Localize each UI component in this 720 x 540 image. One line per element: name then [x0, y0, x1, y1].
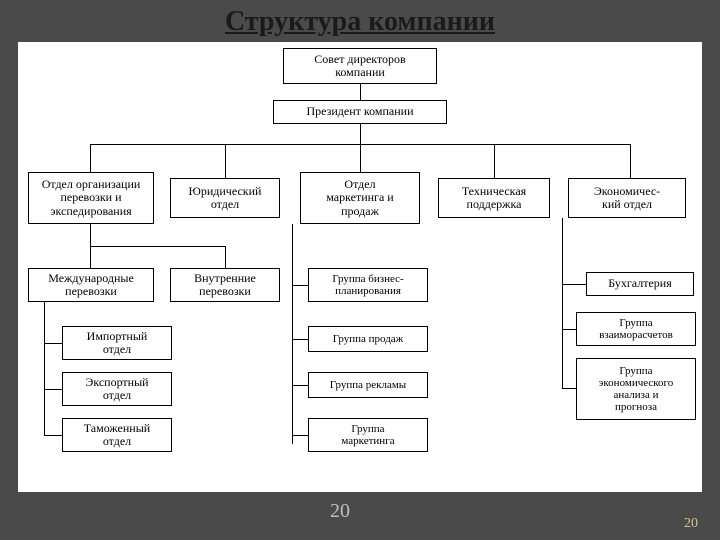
org-connector — [90, 246, 225, 247]
slide: Структура компании Совет директоровкомпа… — [0, 0, 720, 540]
org-node-label: Совет директоровкомпании — [314, 53, 405, 79]
org-node-label: Группамаркетинга — [341, 423, 394, 447]
org-connector — [90, 144, 91, 172]
org-connector — [292, 435, 308, 436]
org-connector — [292, 385, 308, 386]
org-connector — [562, 329, 576, 330]
org-node-label: Экономичес-кий отдел — [594, 185, 660, 211]
org-connector — [292, 224, 293, 444]
org-node-label: Отделмаркетинга ипродаж — [326, 178, 393, 218]
org-connector — [494, 144, 495, 178]
org-node-d5: Экономичес-кий отдел — [568, 178, 686, 218]
org-node-s1a2: Экспортныйотдел — [62, 372, 172, 406]
org-node-label: Группа рекламы — [330, 379, 406, 391]
org-node-label: Группа бизнес-планирования — [332, 273, 403, 297]
org-node-s1a3: Таможенныйотдел — [62, 418, 172, 452]
org-connector — [225, 144, 226, 178]
org-node-label: Техническаяподдержка — [462, 185, 526, 211]
org-connector — [292, 339, 308, 340]
org-node-d1: Отдел организацииперевозки иэкспедирован… — [28, 172, 154, 224]
org-connector — [90, 246, 91, 268]
org-connector — [44, 302, 45, 435]
org-node-d2: Юридическийотдел — [170, 178, 280, 218]
org-node-label: Группа продаж — [333, 333, 404, 345]
slide-title: Структура компании — [0, 6, 720, 38]
page-number-center: 20 — [330, 500, 350, 523]
org-connector — [360, 84, 361, 100]
org-connector — [292, 285, 308, 286]
org-connector — [44, 343, 62, 344]
org-node-s1b: Внутренниеперевозки — [170, 268, 280, 302]
org-connector — [630, 144, 631, 178]
org-node-s5b: Группавзаиморасчетов — [576, 312, 696, 346]
org-node-s1a1: Импортныйотдел — [62, 326, 172, 360]
org-node-label: Группаэкономическогоанализа ипрогноза — [599, 365, 674, 413]
org-node-d3: Отделмаркетинга ипродаж — [300, 172, 420, 224]
org-node-label: Таможенныйотдел — [84, 422, 150, 448]
org-connector — [90, 224, 91, 246]
org-connector — [225, 246, 226, 268]
org-connector — [44, 435, 62, 436]
org-node-s3a: Группа бизнес-планирования — [308, 268, 428, 302]
org-node-label: Экспортныйотдел — [85, 376, 148, 402]
org-node-board: Совет директоровкомпании — [283, 48, 437, 84]
org-node-s5c: Группаэкономическогоанализа ипрогноза — [576, 358, 696, 420]
org-connector — [360, 144, 361, 172]
org-node-s5a: Бухгалтерия — [586, 272, 694, 296]
org-connector — [562, 388, 576, 389]
org-node-label: Юридическийотдел — [189, 185, 262, 211]
org-node-s3d: Группамаркетинга — [308, 418, 428, 452]
org-node-label: Внутренниеперевозки — [194, 272, 256, 298]
org-node-s3c: Группа рекламы — [308, 372, 428, 398]
org-node-label: Отдел организацииперевозки иэкспедирован… — [42, 178, 141, 218]
org-connector — [562, 284, 586, 285]
org-node-s1a: Международныеперевозки — [28, 268, 154, 302]
org-connector — [44, 389, 62, 390]
org-node-label: Президент компании — [307, 105, 414, 118]
page-number-corner: 20 — [684, 516, 698, 532]
org-connector — [360, 124, 361, 144]
org-node-d4: Техническаяподдержка — [438, 178, 550, 218]
org-node-label: Группавзаиморасчетов — [599, 317, 673, 341]
org-node-s3b: Группа продаж — [308, 326, 428, 352]
org-connector — [562, 218, 563, 388]
org-node-label: Бухгалтерия — [608, 277, 671, 290]
org-node-pres: Президент компании — [273, 100, 447, 124]
org-node-label: Международныеперевозки — [48, 272, 134, 298]
org-node-label: Импортныйотдел — [87, 330, 148, 356]
